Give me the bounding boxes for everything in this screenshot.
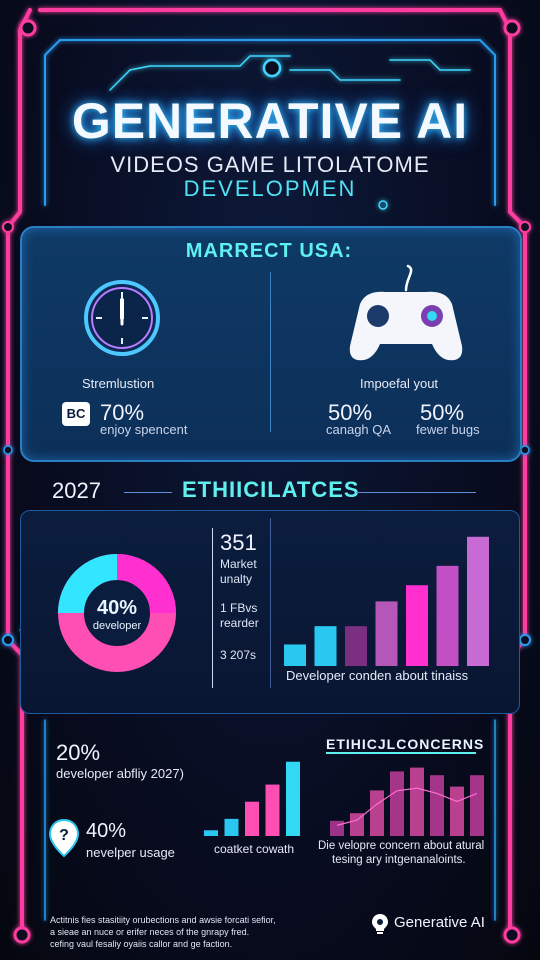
market-right-label: Impoefal yout [360,376,439,391]
footer-line-3: cefing vaul fesaliy oyaiis callor and ge… [50,939,233,949]
concerns-bar [470,775,484,836]
concerns-bar [450,786,464,836]
page-subtitle: VIDEOS GAME LITOLATOME [110,152,430,177]
stats-divider-right [270,518,271,688]
concerns-underline [326,752,476,754]
growth-bar [224,818,239,836]
concerns-title: ETIHICJLCONCERNS [326,736,485,752]
concerns-bar [370,790,384,836]
ethics-bar [436,565,459,666]
stat-label-3: 3 207s [220,648,257,662]
footer-line-1: Actitnis fies stasitiity orubections and… [50,915,276,925]
ethics-bar [345,626,367,666]
donut-segment-magenta [116,554,176,614]
gamepad-icon [349,264,463,361]
concerns-bar [430,775,444,836]
ethics-bar [314,626,337,666]
lightbulb-icon [372,914,388,934]
badge-icon: BC [62,402,90,426]
stats-divider-left [212,528,213,688]
concerns-caption-1: Die velopre concern about atural [318,840,485,852]
growth-bar [265,784,280,836]
ethics-bar-chart [284,536,489,666]
market-right-percent-2: 50% [420,400,465,425]
market-panel-divider [270,272,271,432]
concerns-bar [390,771,404,836]
donut-percent: 40% [96,597,138,619]
clock-icon [84,280,160,356]
growth-bar-chart [204,761,300,836]
donut-segment-cyan [58,554,118,614]
donut-label: developer [92,620,142,632]
market-right-note-1: canagh QA [326,422,392,437]
concerns-bar-chart [330,767,484,836]
concerns-trend-line [336,787,478,826]
growth-bar [286,761,300,836]
page-title: GENERATIVE AI [71,93,469,149]
ethics-bar [467,536,489,666]
ethics-bar [406,585,428,666]
concerns-caption-2: tesing ary intgenanaloints. [332,854,466,866]
concerns-bar [350,813,364,836]
growth-bar [245,801,259,836]
stat-label-1b: unalty [220,572,253,586]
donut-chart [58,554,176,672]
concerns-bar [410,767,424,836]
market-panel-title: MARRECT USA: [185,240,353,262]
ethics-rule-right [356,492,476,493]
svg-text:?: ? [59,827,69,844]
lower-percent-1: 20% [56,740,101,765]
lower-percent-2: 40% [86,820,127,842]
ethics-bar-caption: Developer conden about tinaiss [286,668,469,683]
market-right-percent-1: 50% [328,400,373,425]
market-left-label: Stremlustion [82,376,155,391]
stat-value-1: 351 [220,530,257,555]
concerns-bar [330,820,344,836]
market-right-note-2: fewer bugs [416,422,480,437]
ethics-bar [375,601,398,666]
stat-label-2b: rearder [220,616,259,630]
growth-bar [204,830,218,836]
stat-label-2a: 1 FBvs [220,601,258,615]
ethics-rule-left [124,492,172,493]
footer-brand: Generative AI [394,914,485,931]
ethics-year: 2027 [52,478,101,503]
footer-notes: Actitnis fies stasitiity orubections and… [50,914,276,950]
ethics-bar [284,644,306,666]
question-pin-icon: ? [48,818,80,858]
growth-bar-caption: coatket cowath [214,842,295,856]
lower-caption-1: developer abfliy 2027) [56,766,184,781]
market-left-note: enjoy spencent [100,422,188,437]
page-subtitle-accent: DEVELOPMEN [183,176,357,201]
footer-line-2: a sieae an nuce or erifer neces of the g… [50,927,250,937]
ethics-heading: ETHIICILATCES [182,477,360,502]
lower-caption-2: nevelper usage [86,845,175,860]
stat-label-1a: Market [220,557,257,571]
market-left-percent: 70% [100,400,145,425]
